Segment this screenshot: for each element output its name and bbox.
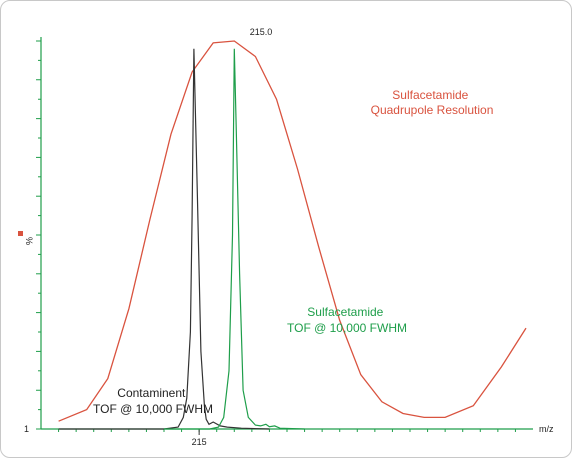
y-axis-label-marker	[18, 231, 23, 236]
y-axis-ticks	[36, 40, 41, 430]
legend-quadrupole: Sulfacetamide Quadrupole Resolution	[371, 88, 494, 117]
legend-contaminant-tof: Contaminent TOF @ 10,000 FWHM	[93, 386, 213, 416]
peak-label: 215.0	[250, 27, 273, 37]
series-line-contaminant	[58, 48, 270, 430]
x-axis-label: m/z	[539, 424, 554, 434]
x-tick-label: 215	[192, 437, 207, 447]
series-line-quadrupole	[58, 40, 527, 422]
legend-sulfacetamide-tof: Sulfacetamide TOF @ 10,000 FWHM	[287, 305, 407, 335]
y-axis-label: %	[24, 237, 34, 245]
series-line-sulfacetamide	[164, 48, 305, 430]
x-axis-ticks: 215	[58, 429, 516, 447]
y-axis-min-label: 1	[24, 424, 29, 434]
